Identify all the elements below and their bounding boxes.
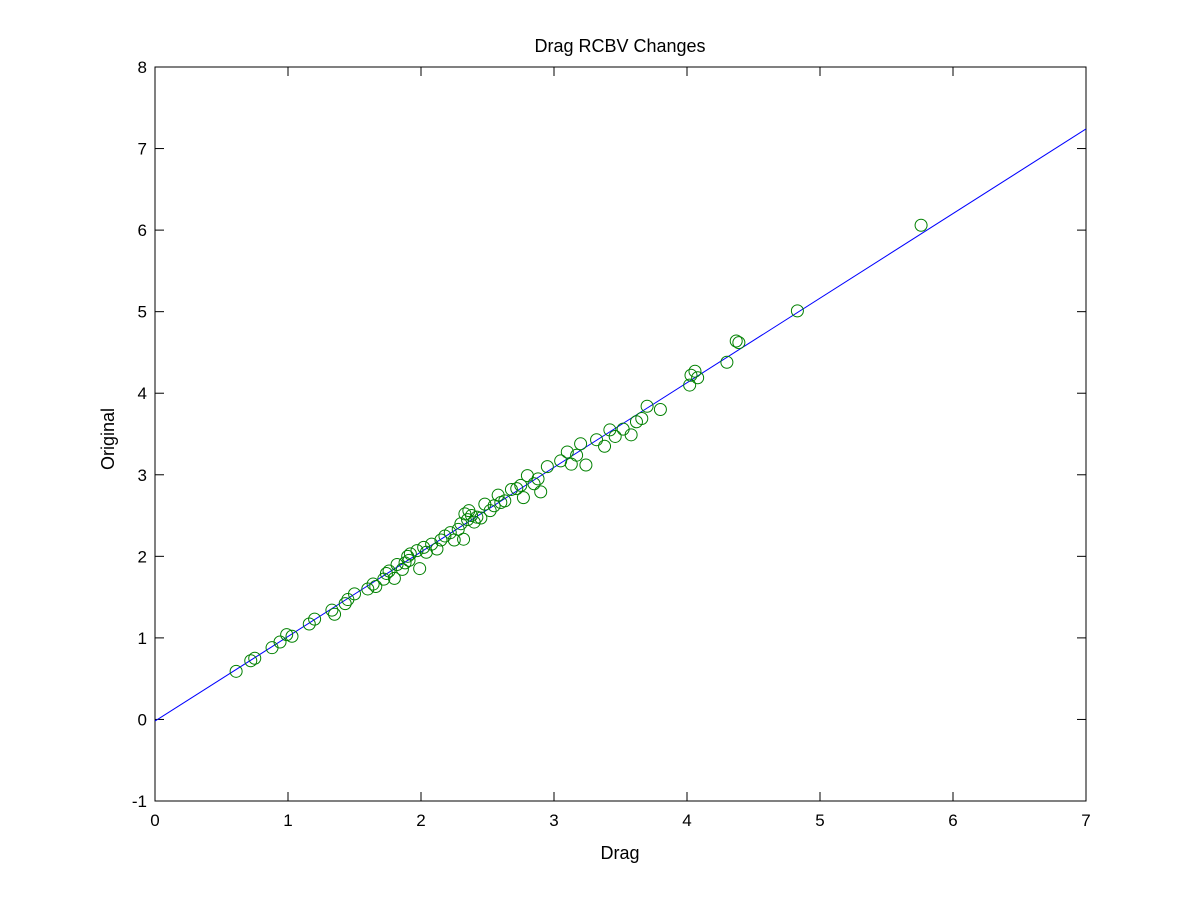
x-axis-label: Drag xyxy=(600,843,639,863)
data-point xyxy=(720,355,734,369)
data-point xyxy=(273,635,287,649)
x-tick-label: 5 xyxy=(815,811,824,830)
fit-line-group xyxy=(154,128,1087,722)
x-tick-label: 6 xyxy=(948,811,957,830)
data-point xyxy=(430,542,444,556)
data-point xyxy=(683,378,697,392)
data-point xyxy=(361,582,375,596)
data-point xyxy=(348,587,361,601)
data-point xyxy=(244,654,258,668)
data-point xyxy=(574,437,588,451)
data-point xyxy=(635,412,649,426)
x-tick-label: 2 xyxy=(416,811,425,830)
data-point xyxy=(504,482,518,496)
data-point xyxy=(570,448,584,462)
x-tick-label: 3 xyxy=(549,811,558,830)
data-point xyxy=(470,510,484,524)
y-tick-label: 3 xyxy=(138,466,147,485)
data-point xyxy=(514,478,528,492)
x-tick-label: 7 xyxy=(1081,811,1090,830)
y-tick-label: 5 xyxy=(138,303,147,322)
y-tick-label: 0 xyxy=(138,710,147,729)
data-point xyxy=(402,553,416,567)
data-point xyxy=(425,537,439,551)
data-point xyxy=(451,522,465,536)
data-point xyxy=(390,557,404,571)
y-axis-label: Original xyxy=(98,408,118,470)
data-point xyxy=(434,533,448,547)
data-point xyxy=(540,460,554,474)
data-point xyxy=(516,491,530,505)
data-point xyxy=(688,364,702,378)
data-point xyxy=(598,439,612,453)
data-point xyxy=(579,458,593,472)
data-point xyxy=(229,664,243,678)
data-point xyxy=(684,368,698,382)
fit-line xyxy=(154,128,1087,722)
x-tick-label: 1 xyxy=(283,811,292,830)
y-tick-label: 2 xyxy=(138,547,147,566)
data-point xyxy=(285,629,299,643)
data-point xyxy=(590,433,604,447)
x-tick-label: 4 xyxy=(682,811,691,830)
data-point xyxy=(369,580,383,594)
data-point xyxy=(478,497,492,511)
data-point xyxy=(457,532,471,546)
data-point xyxy=(403,547,417,561)
data-point xyxy=(413,562,427,576)
data-point xyxy=(325,603,339,617)
data-point xyxy=(732,336,746,350)
data-point xyxy=(395,562,409,576)
data-point xyxy=(498,494,512,508)
data-point xyxy=(280,628,294,642)
data-point xyxy=(691,371,705,385)
data-point xyxy=(640,399,654,413)
y-tick-label: -1 xyxy=(132,792,147,811)
data-points xyxy=(229,218,928,678)
data-point xyxy=(603,423,617,437)
y-tick-label: 1 xyxy=(138,629,147,648)
y-axis: -1 0 1 2 3 4 5 6 7 8 xyxy=(132,58,1086,811)
data-point xyxy=(729,334,743,348)
data-point xyxy=(410,544,424,558)
data-point xyxy=(328,607,342,621)
y-tick-label: 6 xyxy=(138,221,147,240)
data-point xyxy=(465,509,479,523)
y-tick-label: 8 xyxy=(138,58,147,77)
data-point xyxy=(608,429,622,443)
y-tick-label: 4 xyxy=(138,384,147,403)
axes-box xyxy=(154,66,1087,802)
y-tick-label: 7 xyxy=(138,140,147,159)
data-point xyxy=(483,504,497,518)
data-point xyxy=(302,617,316,631)
data-point xyxy=(653,403,667,417)
x-tick-label: 0 xyxy=(150,811,159,830)
x-axis: 0 1 2 3 4 5 6 7 xyxy=(150,67,1091,830)
data-point xyxy=(248,651,262,665)
data-point xyxy=(387,571,401,585)
data-point xyxy=(624,428,638,442)
data-point xyxy=(308,612,322,626)
data-point xyxy=(534,485,548,499)
data-point xyxy=(458,507,472,521)
chart-title: Drag RCBV Changes xyxy=(534,36,705,56)
data-point xyxy=(379,566,393,580)
data-point xyxy=(338,597,352,611)
data-point xyxy=(914,218,928,232)
data-point xyxy=(531,472,545,486)
data-point xyxy=(461,513,475,527)
data-point xyxy=(510,482,524,496)
data-point xyxy=(382,564,396,578)
data-point xyxy=(527,477,541,491)
data-point xyxy=(474,511,488,525)
data-point xyxy=(790,304,804,318)
data-point xyxy=(443,526,457,540)
data-point xyxy=(366,577,380,591)
data-point xyxy=(560,445,574,459)
